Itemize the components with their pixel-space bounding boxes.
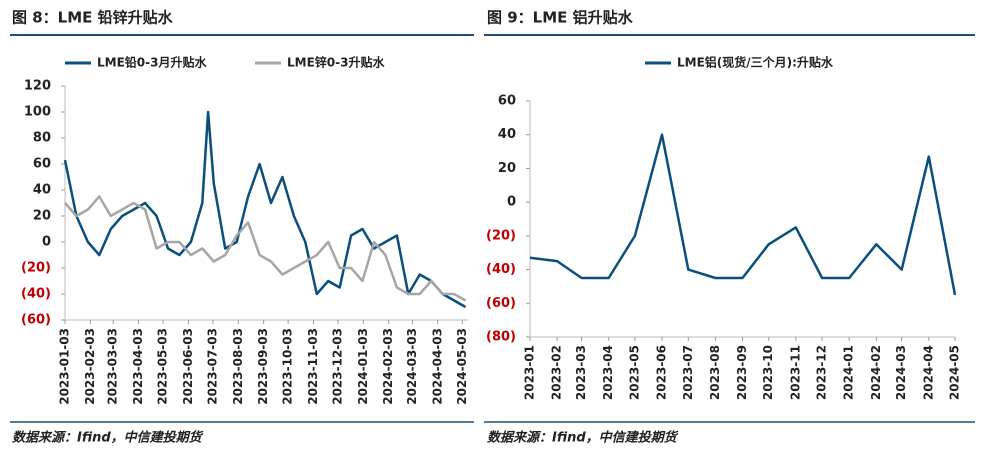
x-tick-label: 2023-07 bbox=[681, 345, 695, 400]
y-tick-label: 60 bbox=[33, 157, 51, 172]
x-tick-label: 2023-09 bbox=[735, 345, 749, 400]
chart-title: 图 9：LME 铝升贴水 bbox=[487, 9, 634, 27]
x-tick-label: 2024-04 bbox=[921, 345, 935, 400]
x-tick-label: 2023-03-03 bbox=[106, 328, 120, 405]
x-tick-label: 2023-04 bbox=[601, 345, 615, 400]
y-tick-label: 80 bbox=[33, 131, 51, 146]
y-tick-label: (80) bbox=[486, 330, 516, 345]
chart-title: 图 8：LME 铅锌升贴水 bbox=[12, 9, 174, 27]
x-tick-label: 2023-02-03 bbox=[83, 328, 97, 405]
x-tick-label: 2023-01-03 bbox=[58, 328, 72, 405]
y-tick-label: (60) bbox=[21, 313, 51, 328]
x-tick-label: 2023-12 bbox=[815, 345, 829, 400]
y-tick-label: (60) bbox=[486, 296, 516, 311]
y-tick-label: (40) bbox=[21, 287, 51, 302]
x-tick-label: 2023-06 bbox=[655, 345, 669, 400]
source-note: 数据来源：Ifind，中信建投期货 bbox=[487, 430, 679, 446]
legend-label: LME铝(现货/三个月):升贴水 bbox=[677, 55, 834, 70]
series-line bbox=[529, 133, 957, 296]
y-tick-label: 20 bbox=[33, 209, 51, 224]
x-tick-label: 2023-08 bbox=[708, 345, 722, 400]
x-tick-label: 2024-05 bbox=[948, 345, 962, 400]
x-tick-label: 2024-03 bbox=[894, 345, 908, 400]
y-tick-label: 20 bbox=[498, 161, 516, 176]
x-tick-label: 2023-11-03 bbox=[306, 328, 320, 405]
x-tick-label: 2023-10 bbox=[761, 345, 775, 400]
x-tick-label: 2023-10-03 bbox=[281, 328, 295, 405]
y-tick-label: 40 bbox=[498, 127, 516, 142]
y-tick-label: 40 bbox=[33, 183, 51, 198]
y-tick-label: 0 bbox=[42, 235, 51, 250]
x-tick-label: 2023-06-03 bbox=[181, 328, 195, 405]
x-tick-label: 2023-04-03 bbox=[131, 328, 145, 405]
legend-label: LME铅0-3月升贴水 bbox=[97, 55, 207, 70]
x-tick-label: 2024-05-03 bbox=[455, 328, 469, 405]
source-note: 数据来源：Ifind，中信建投期货 bbox=[12, 430, 204, 446]
x-tick-label: 2023-12-03 bbox=[331, 328, 345, 405]
x-tick-label: 2023-09-03 bbox=[256, 328, 270, 405]
x-tick-label: 2024-02-03 bbox=[381, 328, 395, 405]
x-tick-label: 2023-02 bbox=[550, 345, 564, 400]
x-tick-label: 2024-01 bbox=[842, 345, 856, 400]
x-tick-label: 2023-03 bbox=[574, 345, 588, 400]
x-tick-label: 2023-11 bbox=[788, 345, 802, 400]
y-tick-label: (40) bbox=[486, 262, 516, 277]
x-tick-label: 2024-03-03 bbox=[405, 328, 419, 405]
x-tick-label: 2024-01-03 bbox=[356, 328, 370, 405]
x-tick-label: 2023-05 bbox=[627, 345, 641, 400]
y-tick-label: 120 bbox=[24, 79, 51, 94]
x-tick-label: 2023-07-03 bbox=[205, 328, 219, 405]
x-tick-label: 2023-08-03 bbox=[231, 328, 245, 405]
y-tick-label: (20) bbox=[21, 261, 51, 276]
legend-label: LME锌0-3升贴水 bbox=[287, 55, 385, 70]
x-tick-label: 2024-04-03 bbox=[430, 328, 444, 405]
series-line bbox=[63, 110, 467, 309]
x-tick-label: 2023-01 bbox=[523, 345, 537, 400]
y-tick-label: (20) bbox=[486, 228, 516, 243]
x-tick-label: 2023-05-03 bbox=[156, 328, 170, 405]
y-tick-label: 0 bbox=[507, 195, 516, 210]
y-tick-label: 100 bbox=[24, 105, 51, 120]
series-line bbox=[64, 195, 467, 302]
y-tick-label: 60 bbox=[498, 94, 516, 109]
x-tick-label: 2024-02 bbox=[869, 345, 883, 400]
